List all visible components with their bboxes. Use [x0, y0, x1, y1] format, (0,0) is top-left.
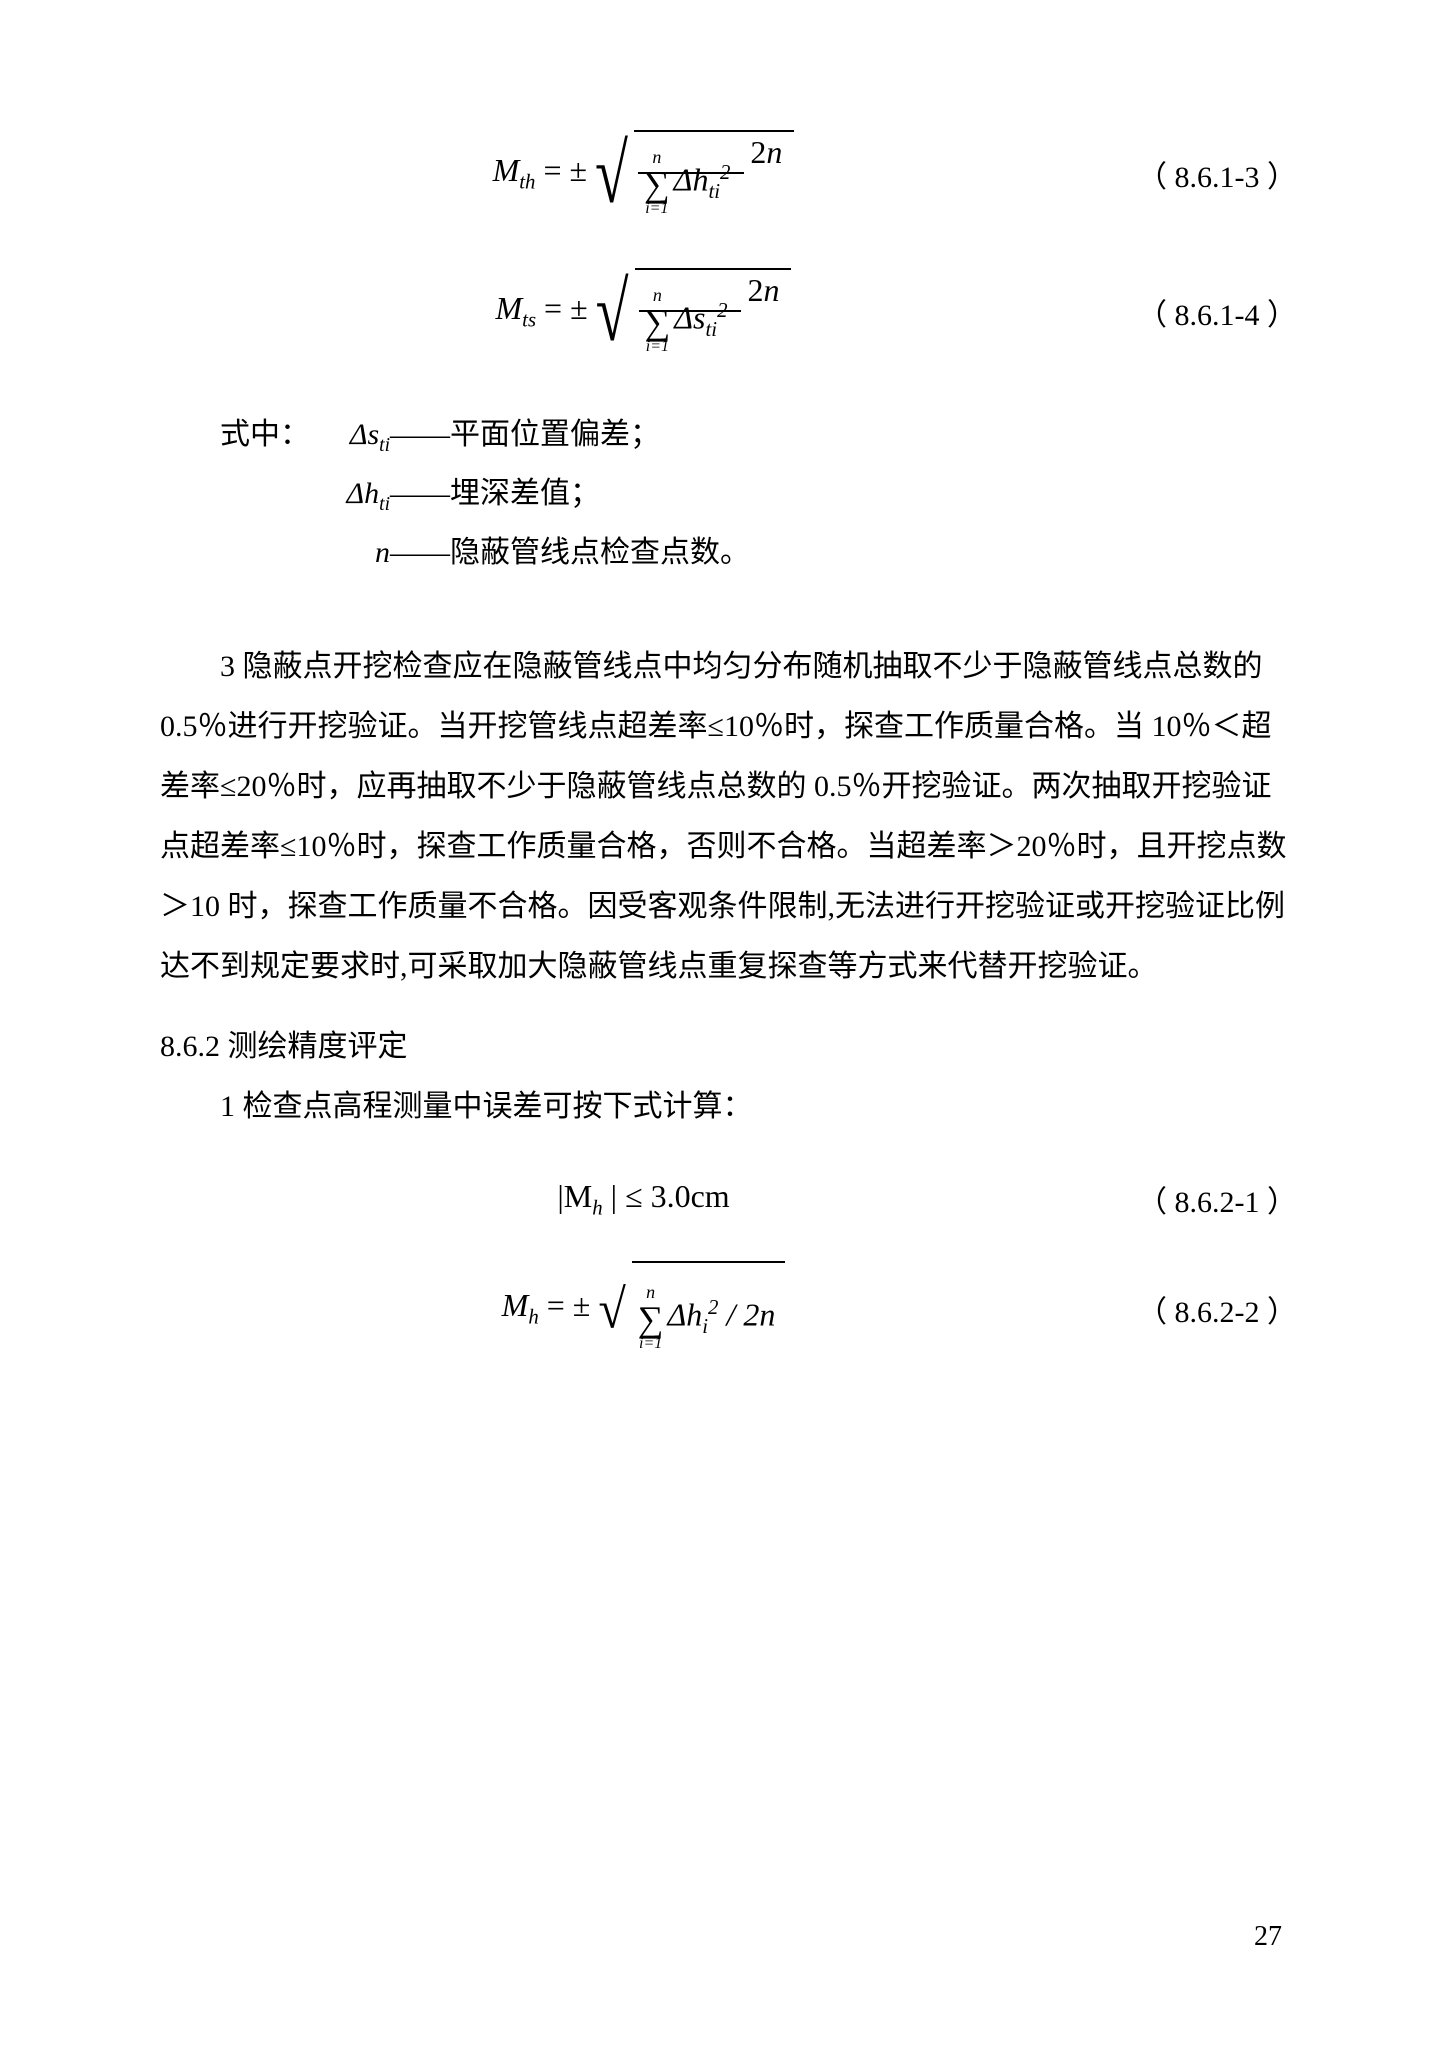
- eq3-post: | ≤ 3.0cm: [603, 1178, 730, 1214]
- eq3-sub: h: [592, 1196, 602, 1219]
- equation-8-6-1-4: Mts = ± √ n ∑ i=1: [220, 268, 1067, 356]
- legend-key-1-sub: ti: [379, 435, 390, 456]
- sigma-icon: ∑: [644, 168, 670, 200]
- legend-key-2: Δh: [347, 477, 380, 510]
- eq1-base: Δh: [674, 162, 709, 198]
- legend-key-2-sub: ti: [379, 494, 390, 515]
- eq4-tail: / 2n: [718, 1297, 775, 1333]
- eq4-radicand: n ∑ i=1 Δhi2 / 2n: [632, 1261, 786, 1357]
- legend-desc-3: ——隐蔽管线点检查点数。: [390, 524, 750, 583]
- equation-block-1: Mth = ± √ n ∑ i=1: [160, 130, 1297, 218]
- eq4-lhs-main: M: [502, 1287, 529, 1323]
- paragraph-3: 3 隐蔽点开挖检查应在隐蔽管线点中均匀分布随机抽取不少于隐蔽管线点总数的 0.5…: [160, 637, 1297, 997]
- legend-intro: 式中：: [220, 406, 310, 465]
- sqrt-icon: √: [595, 132, 628, 216]
- equation-block-3: |Mh | ≤ 3.0cm （ 8.6.2-1 ）: [160, 1177, 1297, 1221]
- eq4-sum-lower: i=1: [638, 1335, 664, 1353]
- sqrt-icon: √: [598, 1281, 625, 1336]
- sqrt-icon: √: [596, 270, 629, 354]
- eq2-sum-lower: i=1: [645, 338, 671, 356]
- eq2-lhs-sub: ts: [522, 308, 536, 331]
- equation-label-2: （ 8.6.1-4 ）: [1097, 290, 1297, 334]
- equation-block-4: Mh = ± √ n ∑ i=1 Δhi2 / 2n: [160, 1261, 1297, 1357]
- legend-block: 式中： Δsti ——平面位置偏差； Δhti ——埋深差值； n ——隐蔽管线…: [220, 406, 1297, 583]
- eq1-body-sup: 2: [720, 161, 730, 184]
- eq4-base: Δh: [667, 1297, 702, 1333]
- eq2-den-coef: 2: [747, 272, 763, 308]
- eq2-body-sup: 2: [717, 299, 727, 322]
- legend-desc-2: ——埋深差值；: [390, 465, 600, 524]
- sigma-icon: ∑: [645, 306, 671, 338]
- equation-8-6-1-3: Mth = ± √ n ∑ i=1: [220, 130, 1067, 218]
- equation-8-6-2-1: |Mh | ≤ 3.0cm: [220, 1178, 1067, 1220]
- eq2-body-sub: ti: [706, 318, 718, 341]
- sigma-icon: ∑: [638, 1303, 664, 1335]
- eq4-body-sup: 2: [708, 1296, 718, 1319]
- legend-key-3: n: [310, 524, 390, 583]
- eq1-body-sub: ti: [708, 180, 720, 203]
- para3-lead: 3: [220, 650, 235, 683]
- eq2-equals: = ±: [536, 290, 588, 326]
- eq1-sum-lower: i=1: [644, 200, 670, 218]
- section-8-6-2-title: 8.6.2 测绘精度评定: [160, 1017, 1297, 1077]
- eq3-pre: |M: [557, 1178, 592, 1214]
- eq1-lhs-main: M: [493, 152, 520, 188]
- legend-key-1: Δs: [350, 418, 379, 451]
- equation-label-1: （ 8.6.1-3 ）: [1097, 152, 1297, 196]
- eq1-den-coef: 2: [750, 134, 766, 170]
- equation-8-6-2-2: Mh = ± √ n ∑ i=1 Δhi2 / 2n: [220, 1261, 1067, 1357]
- item-8-6-2-1: 1 检查点高程测量中误差可按下式计算：: [160, 1077, 1297, 1137]
- document-page: Mth = ± √ n ∑ i=1: [0, 0, 1447, 1357]
- eq2-base: Δs: [674, 300, 705, 336]
- equation-block-2: Mts = ± √ n ∑ i=1: [160, 268, 1297, 356]
- eq4-equals: = ±: [539, 1287, 599, 1323]
- equation-label-4: （ 8.6.2-2 ）: [1097, 1287, 1297, 1331]
- eq2-lhs-main: M: [496, 290, 523, 326]
- eq1-den-var: n: [766, 134, 782, 170]
- para3-text: 隐蔽点开挖检查应在隐蔽管线点中均匀分布随机抽取不少于隐蔽管线点总数的 0.5％进…: [160, 650, 1286, 983]
- eq2-den-var: n: [763, 272, 779, 308]
- page-number: 27: [1254, 1921, 1282, 1953]
- eq4-lhs-sub: h: [528, 1306, 538, 1329]
- eq2-radicand: n ∑ i=1 Δsti2 2n: [635, 268, 792, 356]
- equation-label-3: （ 8.6.2-1 ）: [1097, 1177, 1297, 1221]
- eq1-radicand: n ∑ i=1 Δhti2 2n: [634, 130, 794, 218]
- eq1-lhs-sub: th: [519, 171, 535, 194]
- eq1-equals: = ±: [535, 152, 587, 188]
- legend-desc-1: ——平面位置偏差；: [390, 406, 660, 465]
